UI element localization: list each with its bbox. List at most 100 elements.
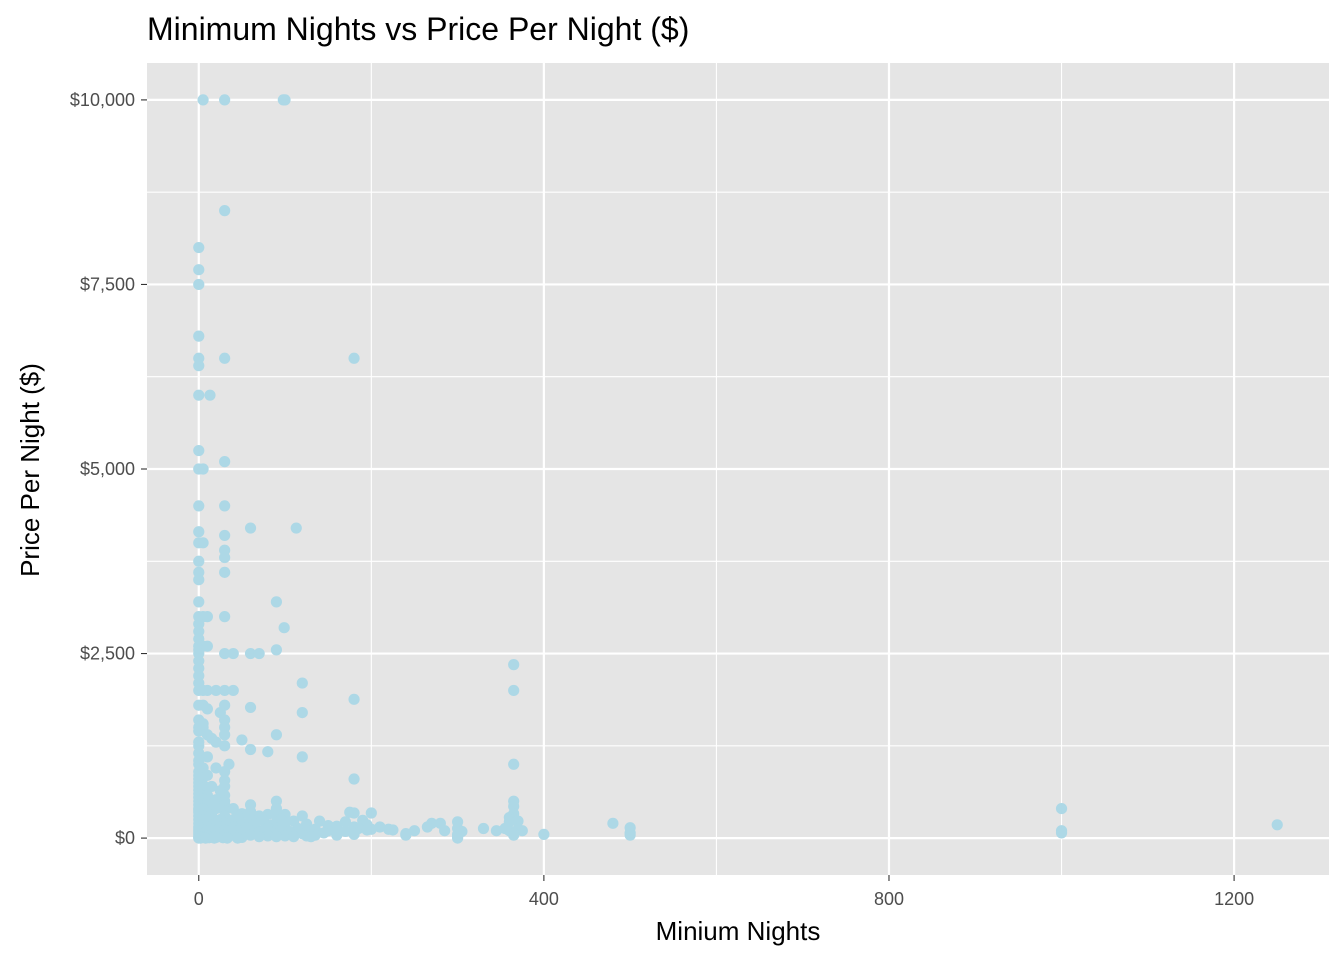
data-point bbox=[193, 278, 205, 291]
data-point bbox=[208, 832, 220, 844]
data-point bbox=[279, 830, 291, 842]
data-point bbox=[219, 647, 231, 660]
data-point bbox=[348, 773, 360, 785]
data-point bbox=[365, 807, 377, 819]
data-point bbox=[219, 740, 231, 752]
data-point bbox=[236, 734, 248, 746]
data-point bbox=[200, 832, 212, 844]
data-point bbox=[201, 769, 213, 781]
data-point bbox=[288, 831, 300, 843]
data-point bbox=[193, 500, 205, 512]
data-point bbox=[210, 684, 222, 697]
data-point bbox=[253, 647, 265, 660]
data-point bbox=[400, 829, 412, 841]
data-point bbox=[197, 463, 209, 475]
data-point bbox=[270, 831, 283, 843]
data-point bbox=[193, 264, 205, 276]
data-point bbox=[219, 500, 231, 512]
data-point bbox=[219, 551, 231, 564]
data-point bbox=[262, 746, 274, 758]
x-axis: 0 400 800 1200 bbox=[194, 875, 1254, 909]
data-point bbox=[219, 684, 231, 697]
data-point bbox=[204, 389, 216, 401]
data-point bbox=[290, 522, 302, 534]
data-point bbox=[227, 684, 239, 697]
data-point bbox=[244, 743, 257, 756]
data-point bbox=[193, 389, 205, 401]
data-point bbox=[219, 611, 231, 623]
data-point bbox=[538, 828, 550, 841]
data-point bbox=[193, 444, 205, 457]
data-point bbox=[197, 94, 209, 106]
data-point bbox=[348, 828, 360, 841]
data-point bbox=[231, 832, 244, 844]
data-point bbox=[1271, 819, 1283, 831]
data-point bbox=[244, 805, 257, 818]
data-point bbox=[201, 684, 213, 697]
data-points bbox=[193, 94, 1283, 844]
data-point bbox=[508, 758, 520, 770]
data-point bbox=[451, 832, 464, 844]
data-point bbox=[193, 574, 205, 586]
data-point bbox=[210, 736, 222, 748]
data-point bbox=[624, 829, 636, 841]
data-point bbox=[253, 831, 265, 843]
data-point bbox=[219, 352, 231, 364]
data-point bbox=[193, 360, 205, 372]
data-point bbox=[219, 94, 231, 106]
data-point bbox=[421, 821, 434, 833]
data-point bbox=[296, 707, 308, 719]
y-axis: $0 $2,500 $5,000 $7,500 $10,000 bbox=[70, 90, 147, 848]
data-point bbox=[270, 644, 283, 656]
data-point bbox=[244, 701, 257, 714]
data-point bbox=[193, 596, 205, 608]
data-point bbox=[344, 806, 356, 818]
data-point bbox=[508, 829, 520, 841]
data-point bbox=[206, 780, 218, 793]
y-tick-label: $2,500 bbox=[80, 644, 135, 664]
y-tick-label: $7,500 bbox=[80, 274, 135, 294]
data-point bbox=[219, 729, 231, 741]
data-point bbox=[270, 596, 283, 608]
data-point bbox=[227, 647, 239, 660]
data-point bbox=[348, 693, 360, 705]
chart-title: Minimum Nights vs Price Per Night ($) bbox=[147, 11, 689, 47]
data-point bbox=[516, 825, 528, 837]
x-tick-label: 400 bbox=[529, 889, 559, 909]
x-tick-label: 1200 bbox=[1214, 889, 1254, 909]
data-point bbox=[244, 522, 257, 534]
data-point bbox=[490, 825, 503, 837]
data-point bbox=[279, 94, 291, 106]
data-point bbox=[296, 751, 308, 763]
x-tick-label: 0 bbox=[194, 889, 204, 909]
x-axis-title: Minium Nights bbox=[656, 916, 821, 946]
data-point bbox=[477, 822, 490, 835]
data-point bbox=[361, 824, 373, 836]
data-point bbox=[193, 241, 205, 254]
data-point bbox=[331, 829, 343, 841]
data-point bbox=[270, 729, 283, 741]
data-point bbox=[339, 825, 352, 838]
data-point bbox=[508, 659, 520, 671]
data-point bbox=[219, 766, 231, 778]
y-tick-label: $0 bbox=[115, 828, 135, 848]
data-point bbox=[374, 821, 386, 833]
data-point bbox=[201, 751, 213, 763]
data-point bbox=[219, 566, 231, 578]
data-point bbox=[262, 830, 274, 842]
data-point bbox=[318, 827, 330, 839]
data-point bbox=[278, 622, 290, 634]
data-point bbox=[244, 647, 257, 660]
data-point bbox=[1055, 802, 1068, 815]
data-point bbox=[1055, 827, 1068, 839]
data-point bbox=[193, 330, 205, 342]
data-point bbox=[439, 825, 451, 837]
data-point bbox=[193, 725, 205, 737]
data-point bbox=[197, 537, 209, 549]
y-axis-title: Price Per Night ($) bbox=[15, 363, 45, 577]
data-point bbox=[512, 815, 524, 827]
data-point bbox=[244, 829, 257, 841]
data-point bbox=[201, 640, 213, 652]
data-point bbox=[210, 762, 222, 774]
